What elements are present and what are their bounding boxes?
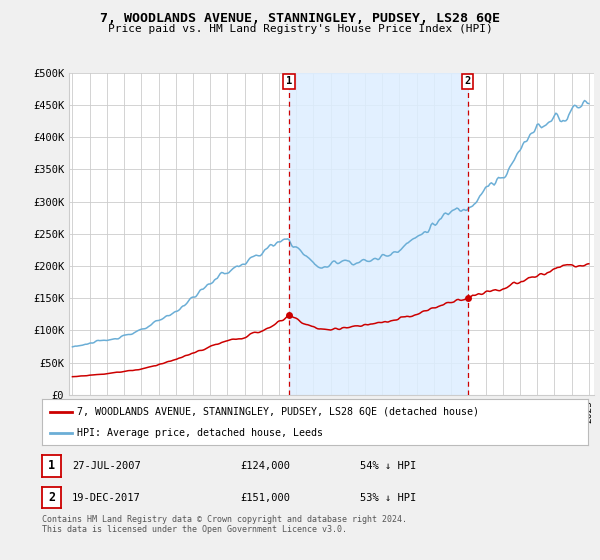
- Text: Price paid vs. HM Land Registry's House Price Index (HPI): Price paid vs. HM Land Registry's House …: [107, 24, 493, 34]
- Text: 7, WOODLANDS AVENUE, STANNINGLEY, PUDSEY, LS28 6QE: 7, WOODLANDS AVENUE, STANNINGLEY, PUDSEY…: [100, 12, 500, 25]
- Text: £124,000: £124,000: [240, 461, 290, 471]
- Text: £151,000: £151,000: [240, 493, 290, 503]
- Text: Contains HM Land Registry data © Crown copyright and database right 2024.
This d: Contains HM Land Registry data © Crown c…: [42, 515, 407, 534]
- Text: 53% ↓ HPI: 53% ↓ HPI: [360, 493, 416, 503]
- Bar: [289, 73, 467, 395]
- Text: 54% ↓ HPI: 54% ↓ HPI: [360, 461, 416, 471]
- Text: 2: 2: [48, 491, 55, 504]
- Text: HPI: Average price, detached house, Leeds: HPI: Average price, detached house, Leed…: [77, 428, 323, 438]
- Text: 19-DEC-2017: 19-DEC-2017: [72, 493, 141, 503]
- Text: 1: 1: [286, 76, 292, 86]
- Text: 27-JUL-2007: 27-JUL-2007: [72, 461, 141, 471]
- Text: 2: 2: [464, 76, 471, 86]
- Text: 1: 1: [48, 459, 55, 473]
- Text: 7, WOODLANDS AVENUE, STANNINGLEY, PUDSEY, LS28 6QE (detached house): 7, WOODLANDS AVENUE, STANNINGLEY, PUDSEY…: [77, 407, 479, 417]
